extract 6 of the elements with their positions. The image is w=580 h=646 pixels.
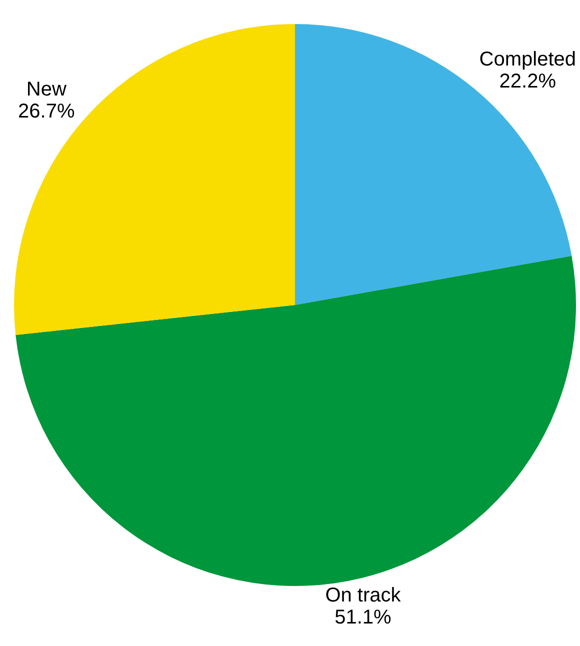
data-label: 22.2%: [499, 70, 556, 93]
slice-label: New: [26, 78, 67, 101]
data-label: 51.1%: [334, 606, 392, 628]
slice-label: Completed: [479, 48, 576, 71]
data-label: 26.7%: [18, 100, 75, 123]
slice-label: On track: [325, 584, 402, 606]
